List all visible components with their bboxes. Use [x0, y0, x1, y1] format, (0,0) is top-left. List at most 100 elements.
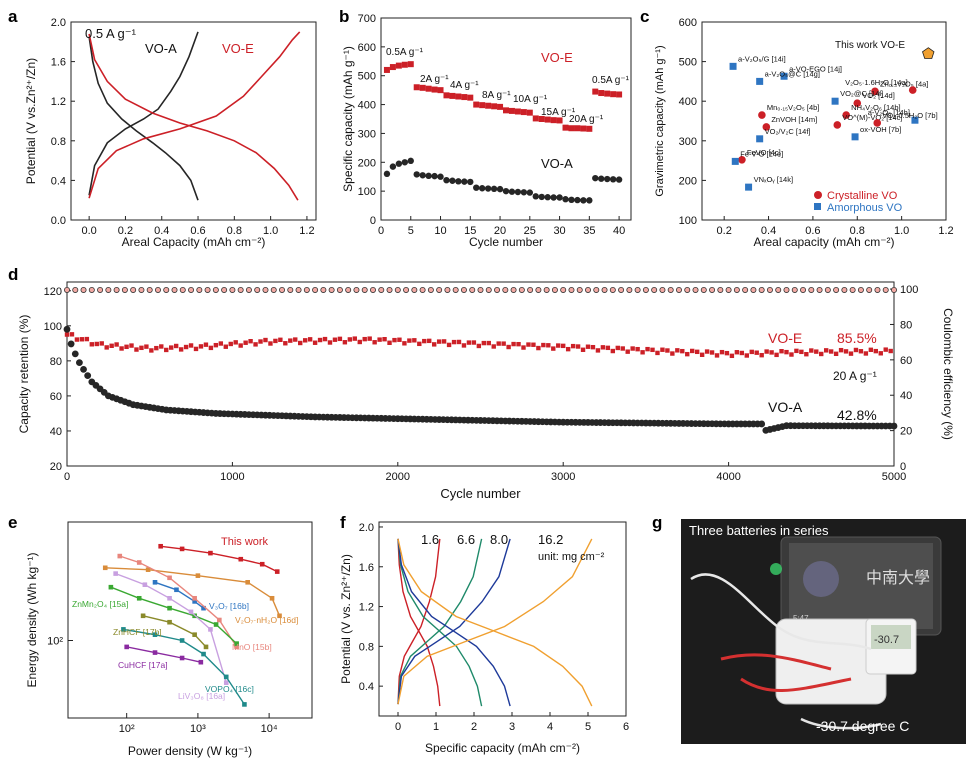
d-marker-vo-e [69, 332, 75, 337]
c-point-label: ox-VOH [7b] [860, 125, 901, 134]
c-point-crystalline [758, 111, 766, 119]
e-marker [274, 569, 280, 574]
b-marker-VO-A [532, 193, 539, 200]
d-y2tick-label: 100 [900, 284, 918, 296]
c-xtick-label: 0.4 [761, 225, 776, 237]
b-marker-VO-E [407, 61, 414, 68]
e-marker [179, 638, 185, 643]
e-series-label: V₂O₇·nH₂O [16d] [235, 615, 298, 625]
c-point-label: V₂O₅·1.6H₂O [14a] [845, 78, 908, 87]
b-ytick-label: 100 [358, 186, 376, 198]
c-ytick-label: 400 [679, 96, 697, 108]
d-marker-vo-e [248, 338, 253, 344]
d-xtick-label: 4000 [716, 471, 740, 483]
e-xtick-label: 10⁴ [261, 723, 278, 735]
e-curve-ZnMn₂O₄ [15a] [110, 586, 238, 645]
e-axes-frame [67, 521, 313, 719]
d-marker-ce [345, 286, 352, 293]
d-marker-vo-e [119, 346, 124, 351]
d-marker-vo-e [114, 342, 119, 347]
f-curve-8.0-discharge [397, 538, 511, 707]
d-marker-ce [64, 286, 71, 293]
e-curve-ZnHCF [17b] [142, 615, 207, 648]
d-marker-ce [419, 286, 426, 293]
d-marker-ce [502, 286, 509, 293]
b-marker-VO-A [508, 188, 516, 195]
e-marker [201, 651, 206, 657]
d-ytick-label: 80 [50, 356, 62, 368]
d-marker-vo-e [154, 345, 159, 351]
f-xtick-label: 2 [471, 721, 477, 733]
c-point-label: a-V₂O₅@C [14g] [765, 69, 820, 78]
b-marker-VO-A [484, 185, 492, 192]
d-marker-vo-e [183, 344, 189, 350]
c-point-amorphous [911, 116, 919, 124]
d-label-vo-e-pct: 85.5% [837, 330, 877, 346]
d-ytick-label: 60 [50, 391, 62, 403]
d-marker-vo-e [511, 341, 516, 347]
d-ytick-label: 40 [50, 426, 62, 438]
d-marker-vo-e [302, 338, 308, 343]
e-marker [208, 550, 213, 556]
c-ylabel: Gravimetric capacity (mAh g⁻¹) [654, 45, 666, 196]
d-marker-vo-e [486, 340, 491, 346]
d-marker-vo-e [377, 337, 382, 342]
b-marker-VO-A [550, 194, 557, 201]
c-axes-frame [701, 21, 947, 221]
c-point-label: VO₂/V₂C [14f] [765, 127, 811, 136]
c-ytick-label: 500 [679, 57, 697, 69]
d-label-rate: 20 A g⁻¹ [833, 369, 877, 383]
e-curve-VOPO₄ [16c] [123, 628, 245, 705]
d-marker-vo-e [471, 340, 477, 345]
c-point-amorphous [731, 157, 739, 165]
d-marker-vo-e [660, 347, 665, 352]
b-rate-label: 4A g⁻¹ [450, 80, 479, 91]
b-xtick-label: 20 [494, 225, 506, 237]
d-marker-vo-e [729, 353, 735, 359]
c-point-amorphous [851, 133, 859, 141]
d-ytick-label: 120 [44, 286, 62, 298]
d-xtick-label: 0 [64, 471, 70, 483]
b-marker-VO-A [383, 170, 391, 178]
d-marker-ce [667, 286, 674, 293]
panel-c-label: c [640, 7, 649, 26]
c-point-label: VNₓOᵧ [14k] [754, 175, 793, 184]
b-xtick-label: 0 [378, 225, 384, 237]
b-marker-VO-E [437, 87, 444, 94]
d-marker-ce [254, 286, 261, 293]
d-marker-ce [800, 286, 807, 293]
b-marker-VO-A [431, 172, 438, 180]
c-ytick-label: 200 [679, 175, 697, 187]
e-ylabel: Energy density (Wh kg⁻¹) [25, 552, 39, 687]
e-marker [192, 632, 197, 637]
d-y2label: Coulombic efficiency (%) [941, 308, 955, 440]
e-marker [179, 546, 185, 552]
d-y2tick-label: 80 [900, 319, 912, 331]
d-marker-vo-e [690, 348, 695, 354]
b-marker-VO-A [425, 172, 432, 180]
b-marker-VO-A [467, 178, 474, 186]
photo-temperature: -30.7 degree C [816, 718, 909, 734]
d-y2tick-label: 40 [900, 390, 912, 402]
b-rate-label: 15A g⁻¹ [541, 107, 576, 118]
d-marker-ce [618, 286, 625, 293]
b-marker-VO-E [467, 94, 474, 101]
d-marker-vo-e [427, 338, 432, 344]
f-series-label: 6.6 [457, 532, 475, 547]
d-marker-vo-e [709, 350, 715, 355]
d-marker-vo-e [779, 349, 784, 354]
panel-b-chart: 0 5 10 15 20 25 30 35 4001002003004005006007000.… [341, 13, 632, 249]
d-marker-vo-e [784, 349, 789, 355]
f-ytick-label: 0.4 [359, 681, 374, 693]
c-legend-amorphous: Amorphous VO [827, 202, 903, 214]
c-xtick-label: 1.2 [938, 225, 953, 237]
d-marker-vo-e [833, 351, 839, 357]
d-marker-ce [163, 286, 170, 293]
a-xtick-label: 0.8 [227, 225, 242, 237]
d-marker-ce [427, 286, 434, 293]
d-xlabel: Cycle number [440, 486, 521, 501]
f-series-label: 1.6 [421, 532, 439, 547]
b-marker-VO-A [526, 189, 534, 196]
d-marker-ce [237, 286, 244, 293]
d-marker-ce [874, 286, 881, 293]
